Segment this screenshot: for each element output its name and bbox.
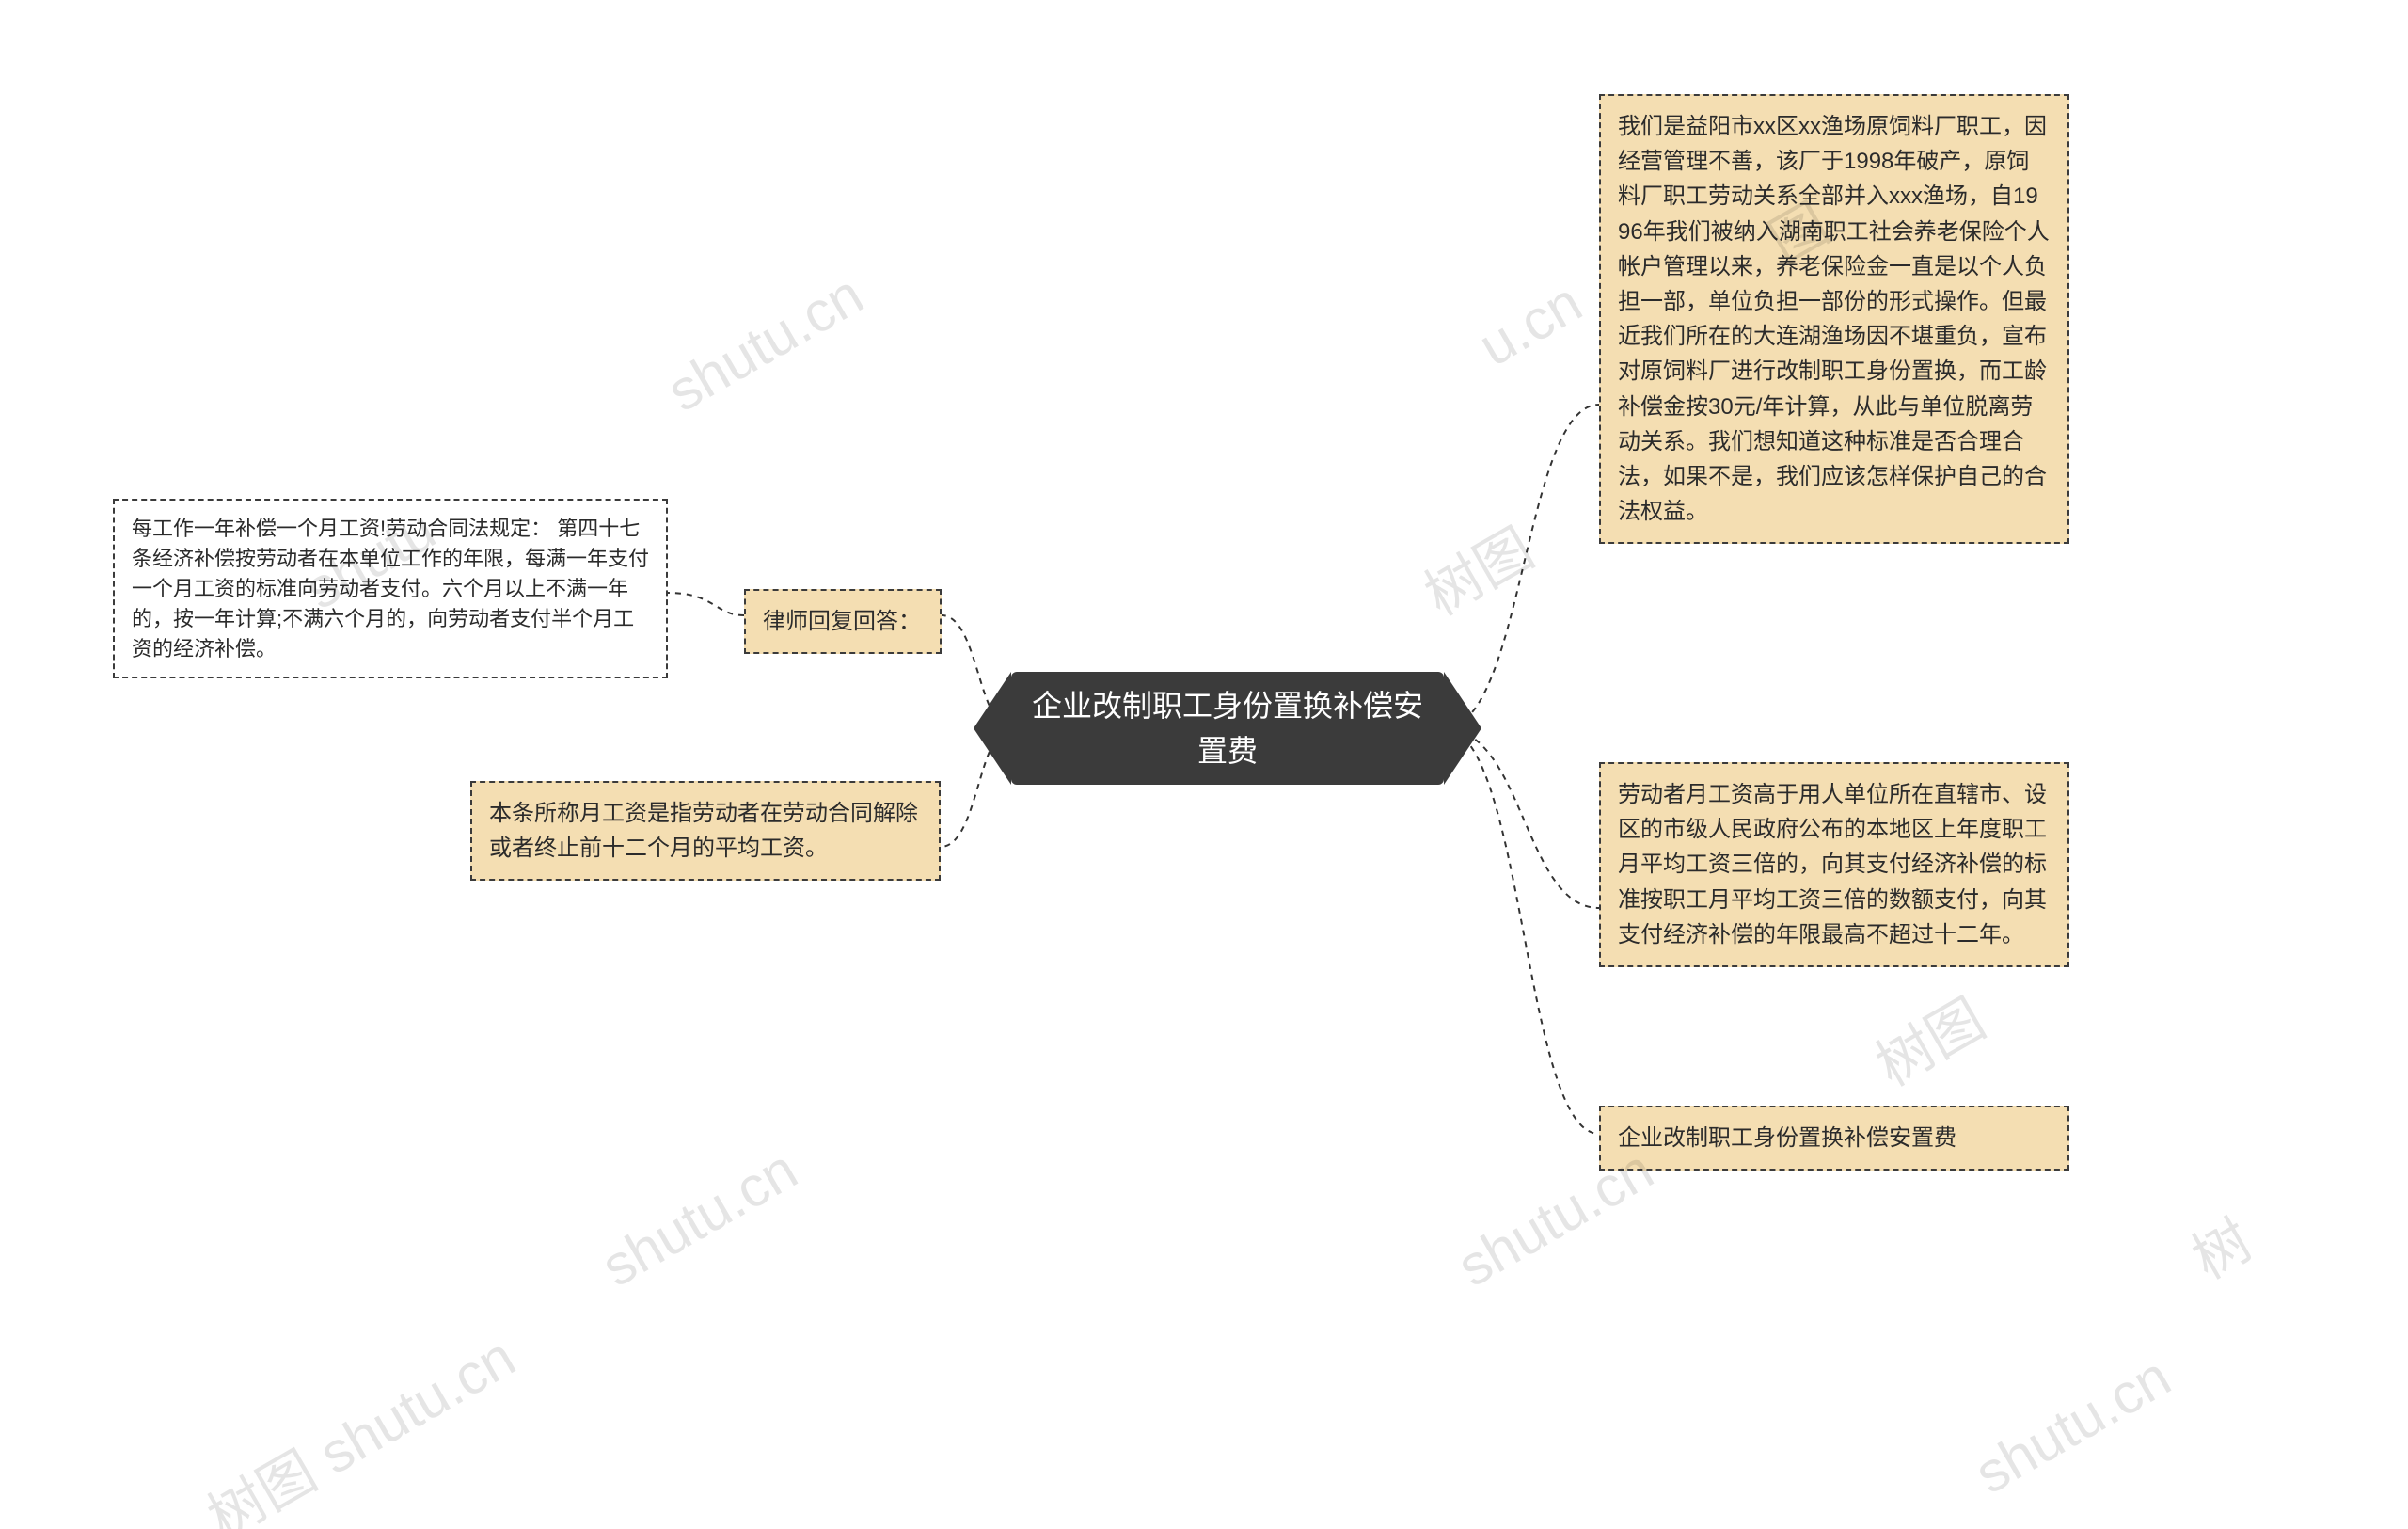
center-node-text: 企业改制职工身份置换补偿安置费 bbox=[1021, 683, 1434, 773]
node-text: 我们是益阳市xx区xx渔场原饲料厂职工，因经营管理不善，该厂于1998年破产，原… bbox=[1618, 114, 2050, 524]
center-cap-left bbox=[974, 672, 1011, 785]
node-right-case-background[interactable]: 我们是益阳市xx区xx渔场原饲料厂职工，因经营管理不善，该厂于1998年破产，原… bbox=[1599, 94, 2069, 544]
node-left-monthly-wage[interactable]: 本条所称月工资是指劳动者在劳动合同解除或者终止前十二个月的平均工资。 bbox=[470, 781, 941, 881]
watermark-text: 树图 shutu.cn bbox=[191, 1313, 528, 1529]
node-text: 企业改制职工身份置换补偿安置费 bbox=[1618, 1125, 1956, 1151]
watermark-text: 树 bbox=[2175, 1196, 2264, 1295]
watermark-text: shutu.cn bbox=[1447, 1137, 1664, 1299]
center-node[interactable]: 企业改制职工身份置换补偿安置费 bbox=[1011, 672, 1444, 785]
watermark-text: shutu.cn bbox=[591, 1137, 808, 1299]
watermark-text: 树图 bbox=[1859, 975, 1997, 1102]
center-cap-right bbox=[1444, 672, 1481, 785]
node-left-lawyer-reply[interactable]: 律师回复回答： bbox=[744, 589, 942, 654]
node-right-title-repeat[interactable]: 企业改制职工身份置换补偿安置费 bbox=[1599, 1106, 2069, 1171]
watermark-text: 树图 bbox=[1407, 504, 1545, 631]
node-text: 劳动者月工资高于用人单位所在直辖市、设区的市级人民政府公布的本地区上年度职工月平… bbox=[1618, 782, 2047, 948]
watermark-text: u.cn bbox=[1467, 269, 1592, 378]
watermark-text: shutu.cn bbox=[657, 262, 874, 424]
node-text: 律师回复回答： bbox=[763, 609, 921, 634]
node-text: 本条所称月工资是指劳动者在劳动合同解除或者终止前十二个月的平均工资。 bbox=[489, 801, 918, 861]
center-node-wrap: 企业改制职工身份置换补偿安置费 bbox=[974, 672, 1481, 785]
watermark-text: shutu.cn bbox=[1964, 1344, 2181, 1506]
node-right-wage-cap[interactable]: 劳动者月工资高于用人单位所在直辖市、设区的市级人民政府公布的本地区上年度职工月平… bbox=[1599, 762, 2069, 967]
